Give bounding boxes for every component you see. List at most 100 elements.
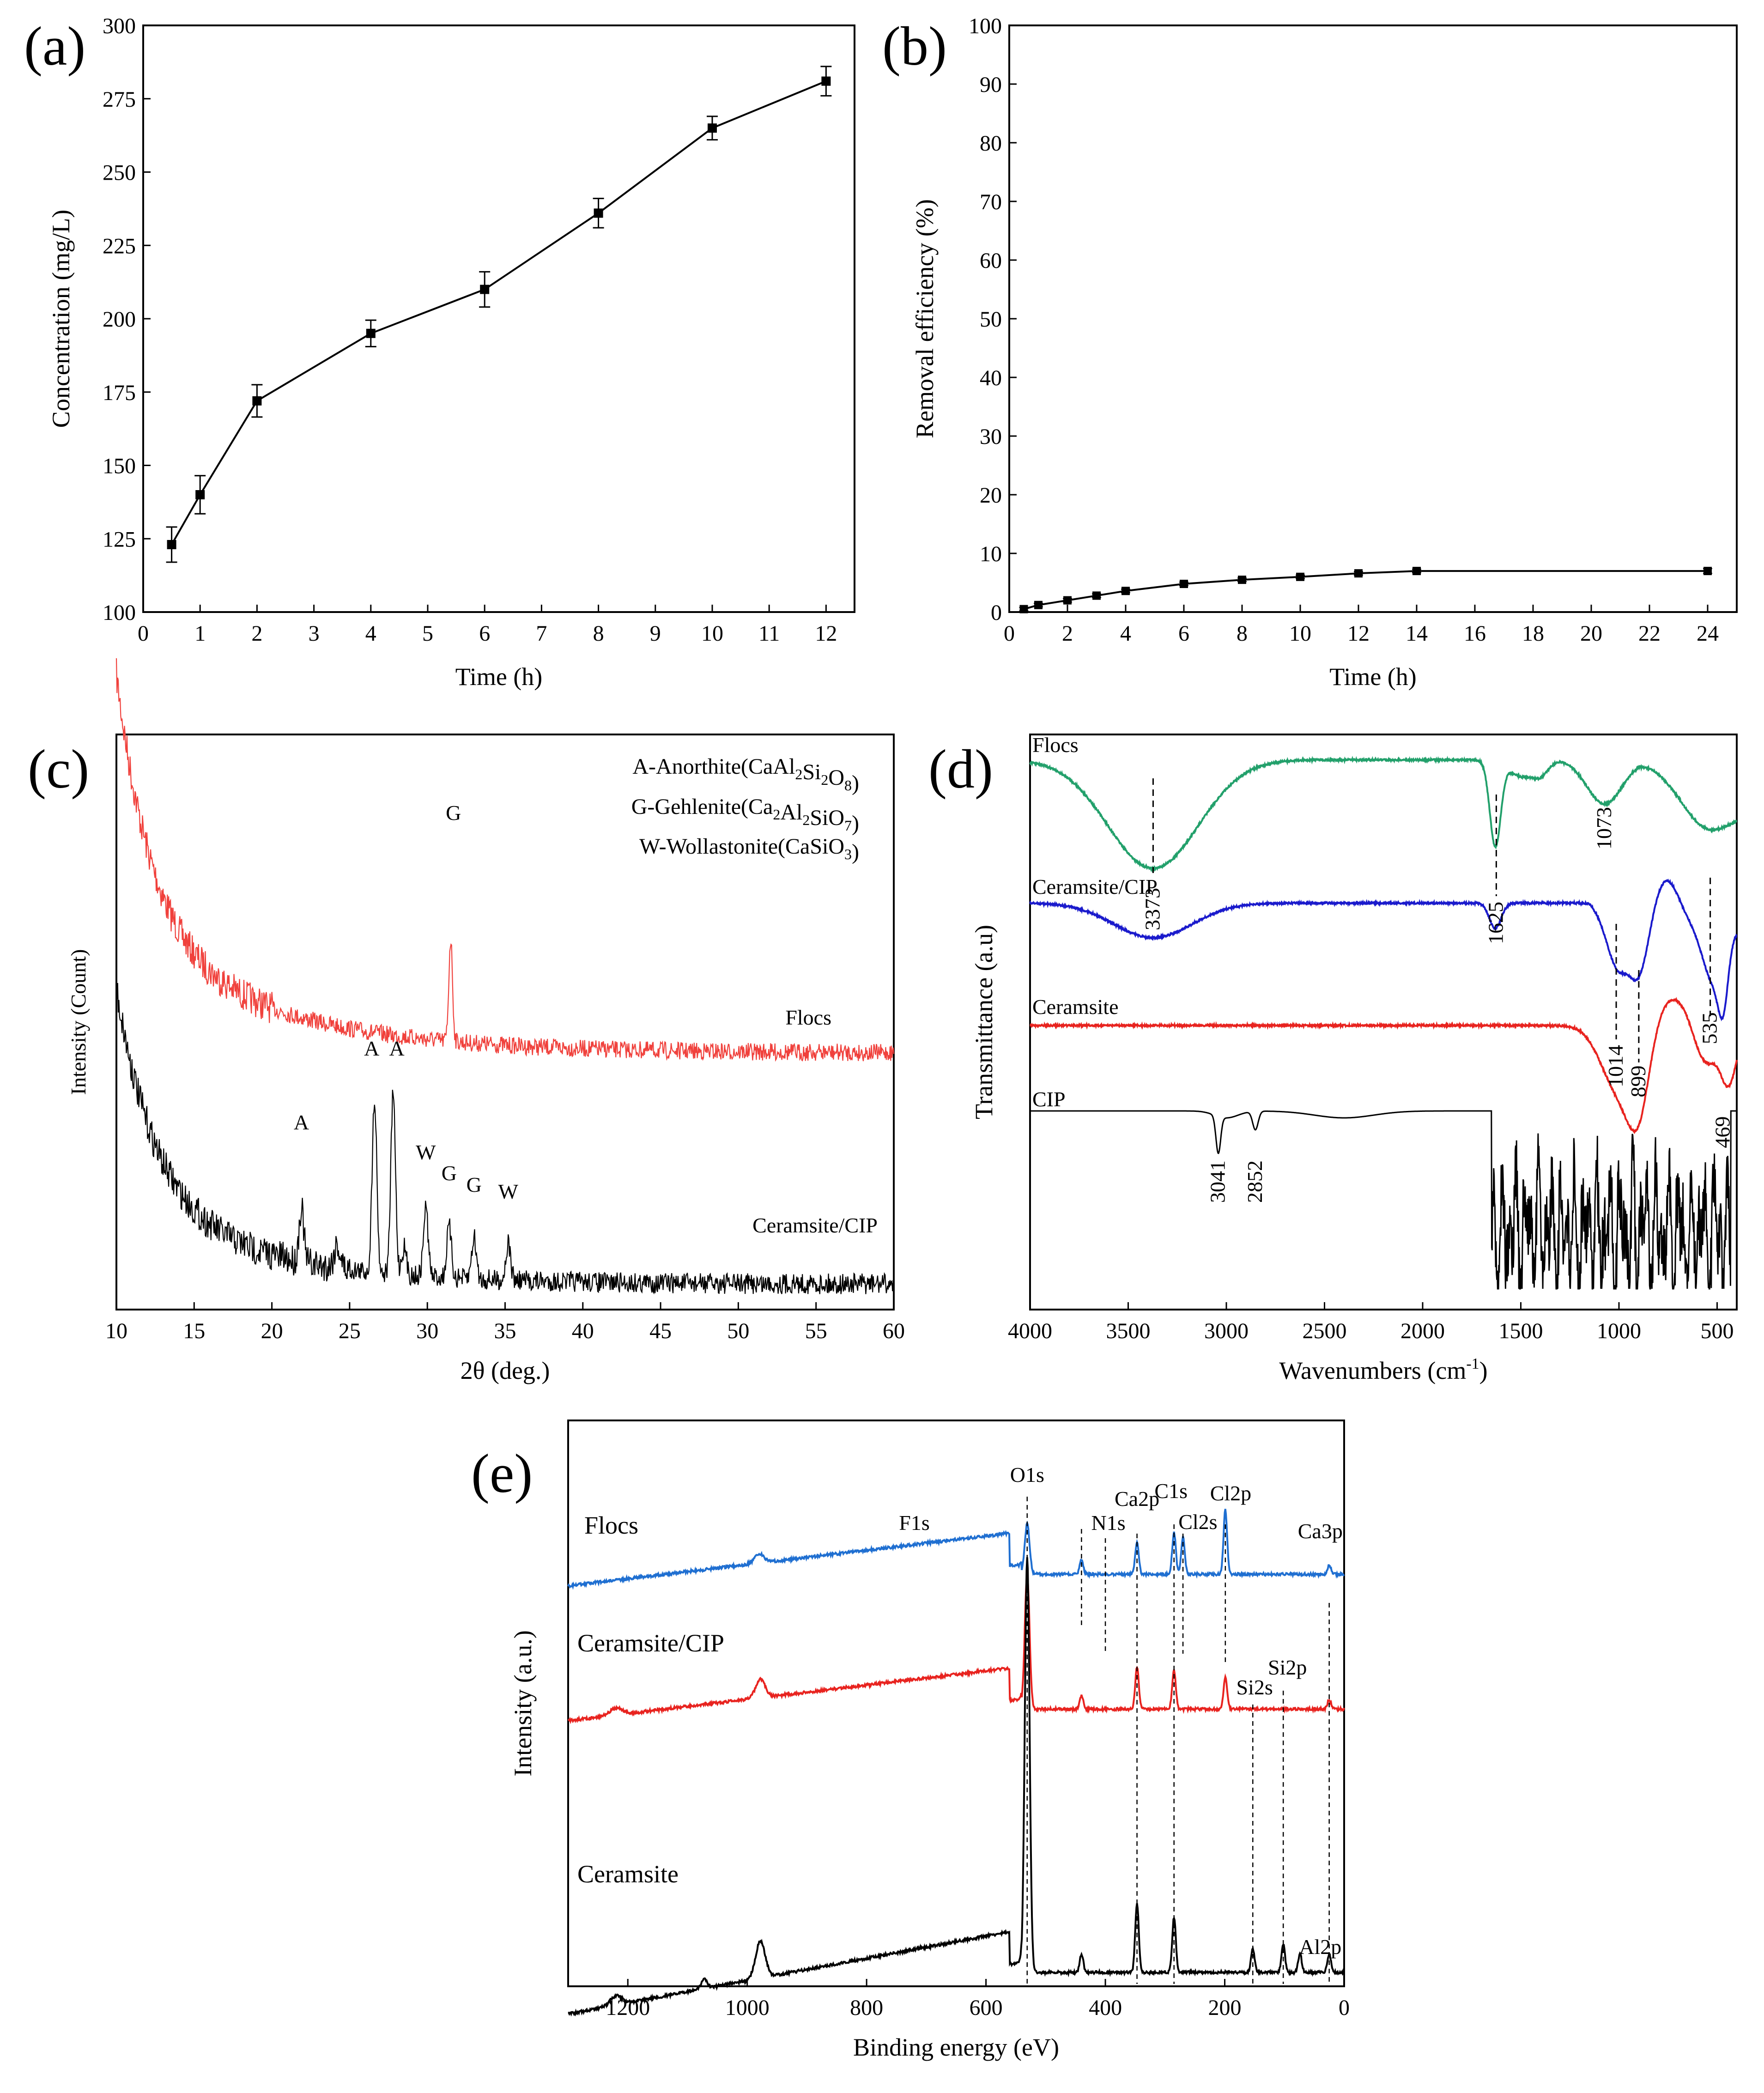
data-point: [1354, 569, 1363, 578]
series-ceramsite-cip-line: [115, 983, 895, 1295]
x-tick-label: 4: [365, 621, 376, 646]
series-cip-line: [1030, 1110, 1737, 1290]
y-tick-label: 175: [103, 381, 136, 405]
x-tick-label: 12: [815, 621, 837, 646]
data-point: [1121, 587, 1130, 595]
panel-label-b: (b): [882, 15, 947, 77]
legend-text-part: ): [852, 771, 859, 795]
y-tick-label: 100: [103, 601, 136, 625]
x-axis-label: 2θ (deg.): [461, 1357, 550, 1384]
data-point: [366, 328, 376, 338]
series-ceramsite-cip-line: [1029, 878, 1738, 1022]
panel-label-d: (d): [928, 738, 993, 800]
legend-text-part: 2: [773, 806, 780, 823]
x-tick-label: 10: [105, 1319, 127, 1343]
data-point: [594, 208, 603, 218]
x-tick-label: 0: [138, 621, 149, 646]
series-label-ceramsite-cip: Ceramsite/CIP: [1032, 875, 1158, 898]
y-tick-label: 70: [980, 190, 1002, 214]
data-point: [1092, 591, 1101, 600]
peak-annotation: 469: [1711, 1116, 1734, 1148]
y-tick-label: 100: [969, 14, 1002, 38]
x-tick-label: 2: [1062, 621, 1073, 646]
peak-label: N1s: [1091, 1511, 1125, 1535]
series-label-flocs: Flocs: [584, 1511, 638, 1539]
series-ceramsite-line: [1030, 996, 1738, 1134]
legend-text-part: Al: [780, 800, 802, 825]
x-tick-label: 18: [1522, 621, 1544, 646]
x-tick-label: 1000: [725, 1996, 770, 2020]
peak-annotation: 1625: [1484, 902, 1507, 944]
x-tick-label: 1: [194, 621, 206, 646]
legend-text-part: 2: [795, 766, 802, 783]
x-tick-label: 60: [883, 1319, 905, 1343]
y-tick-label: 0: [991, 601, 1002, 625]
y-tick-label: 200: [103, 307, 136, 332]
peak-annotation: 2852: [1243, 1160, 1267, 1203]
x-tick-label: 6: [1178, 621, 1189, 646]
x-tick-label: 8: [593, 621, 604, 646]
data-point: [252, 396, 262, 406]
x-axis-label-sup: -1: [1466, 1355, 1479, 1372]
y-tick-label: 225: [103, 234, 136, 258]
series-flocs-line: [1029, 755, 1737, 873]
legend-text-part: 2: [802, 812, 810, 828]
legend-text-part: 3: [844, 846, 852, 862]
y-tick-label: 90: [980, 73, 1002, 97]
panel-label-c: (c): [28, 738, 89, 800]
x-tick-label: 10: [701, 621, 723, 646]
legend-entry: A-Anorthite(CaAl2Si2O8): [632, 754, 859, 795]
x-tick-label: 0: [1339, 1996, 1350, 2020]
x-tick-label: 7: [536, 621, 547, 646]
x-tick-label: 5: [422, 621, 433, 646]
series-label-ceramsite: Ceramsite: [1032, 995, 1119, 1019]
series-flocs-line: [567, 1509, 1345, 1590]
series-label-ceramsite-cip: Ceramsite/CIP: [752, 1213, 878, 1237]
x-tick-label: 0: [1004, 621, 1015, 646]
legend-text-part: W-Wollastonite(CaSiO: [639, 834, 844, 859]
x-axis-label: Wavenumbers (cm-1): [1279, 1355, 1487, 1384]
x-tick-label: 3000: [1204, 1319, 1249, 1343]
x-axis-label: Binding energy (eV): [853, 2033, 1059, 2061]
legend-text-part: O: [828, 765, 844, 790]
peak-label: G: [446, 801, 461, 825]
x-tick-label: 16: [1464, 621, 1486, 646]
peak-annotation: 3373: [1140, 888, 1164, 930]
data-point: [1034, 601, 1043, 609]
y-tick-label: 125: [103, 527, 136, 552]
x-tick-label: 10: [1289, 621, 1311, 646]
peak-label: W: [498, 1180, 519, 1203]
y-axis-label: Intensity (Count): [67, 949, 90, 1095]
x-tick-label: 22: [1638, 621, 1661, 646]
x-tick-label: 35: [494, 1319, 516, 1343]
x-tick-label: 2000: [1400, 1319, 1445, 1343]
peak-label: O1s: [1010, 1463, 1044, 1486]
legend-text-part: ): [852, 840, 859, 864]
peak-label: Si2p: [1268, 1656, 1307, 1679]
y-axis-label: Intensity (a.u.): [509, 1630, 537, 1776]
x-tick-label: 3500: [1106, 1319, 1151, 1343]
peak-label: G: [467, 1173, 482, 1196]
series-flocs-line: [115, 658, 895, 1062]
x-tick-label: 1000: [1597, 1319, 1641, 1343]
peak-label: Si2s: [1237, 1675, 1273, 1699]
series-ceramsite-cip-line: [567, 1575, 1345, 1724]
legend-entry: G-Gehlenite(Ca2Al2SiO7): [631, 795, 859, 836]
y-tick-label: 80: [980, 131, 1002, 156]
y-tick-label: 10: [980, 542, 1002, 566]
x-tick-label: 500: [1701, 1319, 1734, 1343]
data-point: [1703, 567, 1712, 576]
x-tick-label: 200: [1208, 1996, 1242, 2020]
series-label-flocs: Flocs: [1032, 733, 1079, 757]
y-tick-label: 150: [103, 454, 136, 479]
peak-label: Cl2p: [1210, 1481, 1251, 1505]
series-ceramsite-line: [568, 1557, 1345, 2017]
x-tick-label: 40: [572, 1319, 594, 1343]
x-tick-label: 15: [183, 1319, 205, 1343]
y-tick-label: 300: [103, 14, 136, 38]
series-line: [170, 80, 827, 545]
y-tick-label: 50: [980, 307, 1002, 332]
y-tick-label: 250: [103, 161, 136, 185]
x-tick-label: 30: [416, 1319, 438, 1343]
panel-e-frame: [567, 1420, 1345, 1987]
